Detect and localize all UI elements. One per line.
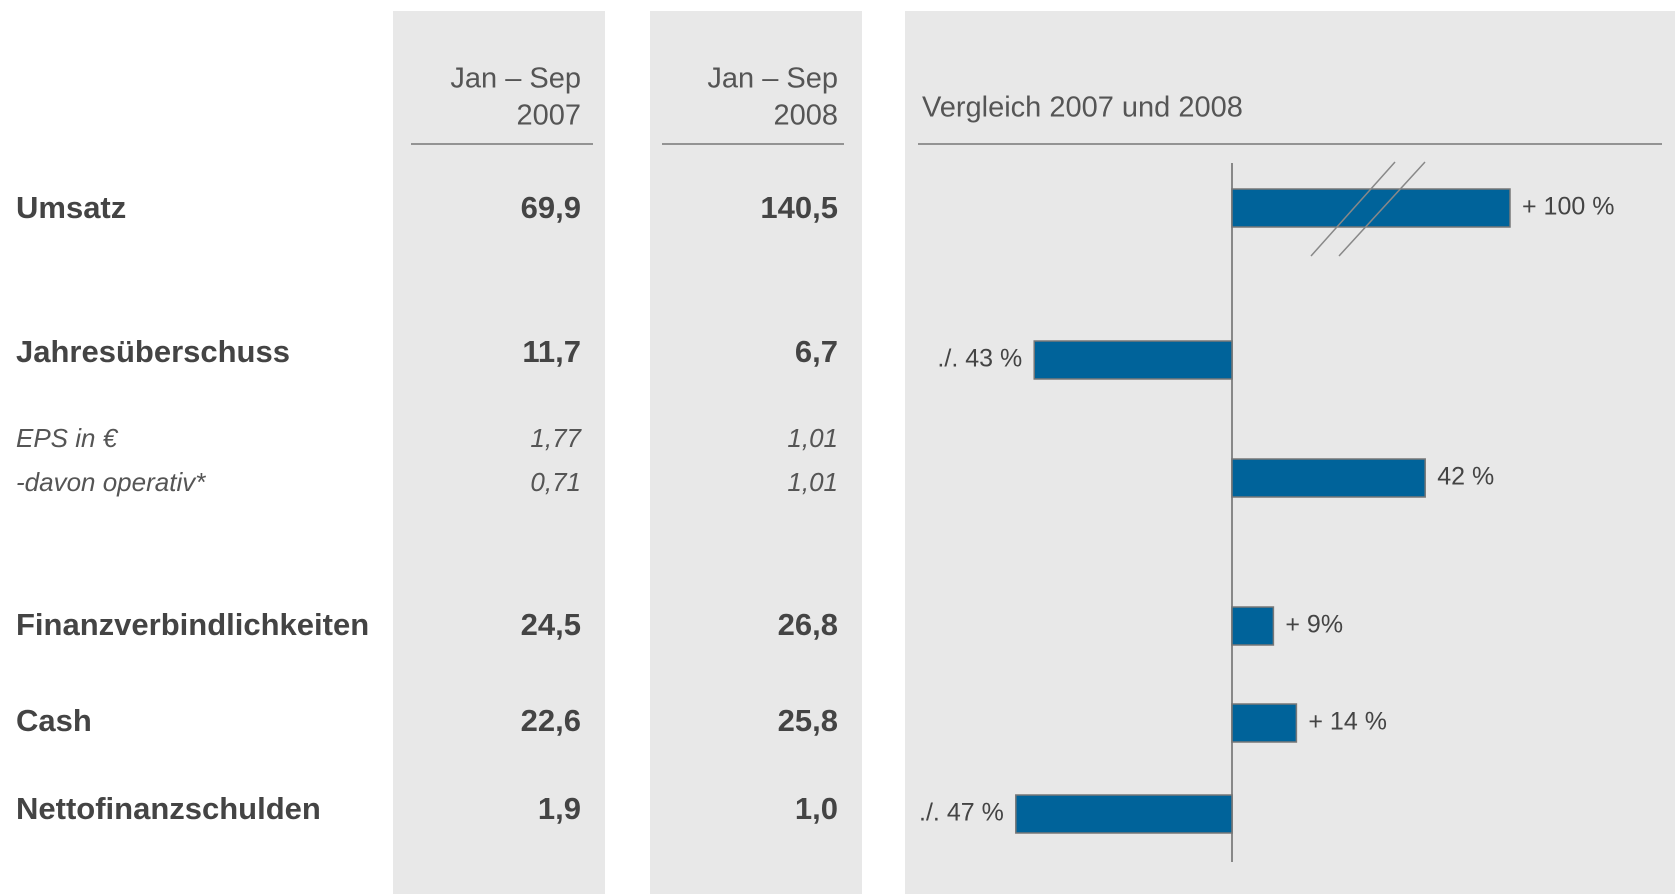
column-header: 2007 bbox=[516, 100, 581, 132]
row-label: -davon operativ* bbox=[16, 467, 206, 497]
column-header: 2008 bbox=[773, 100, 838, 132]
row-label: EPS in € bbox=[16, 423, 119, 453]
row-label: Jahresüberschuss bbox=[16, 334, 290, 369]
value-2007: 0,71 bbox=[530, 467, 581, 497]
value-2007: 22,6 bbox=[521, 703, 581, 738]
row-label: Finanzverbindlichkeiten bbox=[16, 607, 369, 642]
value-2008: 26,8 bbox=[778, 607, 838, 642]
bar-label: 42 % bbox=[1437, 463, 1494, 491]
row-label: Umsatz bbox=[16, 190, 126, 225]
row-label: Cash bbox=[16, 703, 92, 738]
value-2008: 6,7 bbox=[795, 334, 838, 369]
chart-bg bbox=[905, 11, 1675, 894]
break-mark bbox=[1338, 161, 1426, 257]
value-2008: 1,01 bbox=[787, 467, 838, 497]
bars: + 100 % ./. 43 % 42 % + 9% + 14 % ./. 47 % bbox=[919, 188, 1614, 834]
value-2007: 24,5 bbox=[521, 607, 581, 642]
break-mark bbox=[1310, 161, 1396, 257]
chart-title: Vergleich 2007 und 2008 bbox=[922, 92, 1243, 124]
value-2007: 11,7 bbox=[522, 334, 581, 369]
row-label: Nettofinanzschulden bbox=[16, 791, 321, 826]
column-bg bbox=[393, 11, 605, 894]
bar-label: ./. 47 % bbox=[919, 799, 1004, 827]
value-2008: 25,8 bbox=[778, 703, 838, 738]
bar bbox=[1231, 458, 1426, 498]
bar bbox=[1033, 340, 1233, 380]
bar-label: + 9% bbox=[1285, 611, 1343, 639]
column-bg bbox=[650, 11, 862, 894]
bar bbox=[1015, 794, 1233, 834]
value-2008: 1,0 bbox=[795, 791, 838, 826]
column-header: Jan – Sep bbox=[707, 63, 838, 95]
value-2007: 1,77 bbox=[530, 423, 582, 453]
bar-label: + 14 % bbox=[1308, 708, 1387, 736]
bar bbox=[1231, 606, 1275, 646]
value-2007: 69,9 bbox=[521, 190, 581, 225]
value-2007: 1,9 bbox=[538, 791, 581, 826]
value-2008: 140,5 bbox=[760, 190, 838, 225]
column-header: Jan – Sep bbox=[450, 63, 581, 95]
bar bbox=[1231, 703, 1298, 743]
value-2008: 1,01 bbox=[787, 423, 838, 453]
bar-label: + 100 % bbox=[1522, 193, 1614, 221]
bar-label: ./. 43 % bbox=[937, 345, 1022, 373]
